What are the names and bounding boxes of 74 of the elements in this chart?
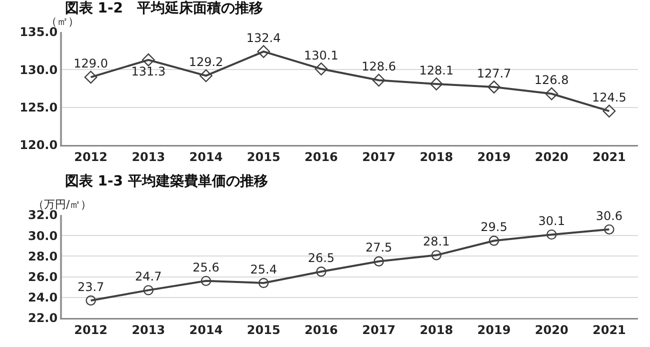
data-label: 127.7 xyxy=(476,66,512,80)
y-tick-label: 125.0 xyxy=(20,100,58,115)
x-tick-label: 2013 xyxy=(132,322,166,337)
point xyxy=(431,250,442,260)
x-tick-label: 2014 xyxy=(189,150,223,164)
x-tick-label: 2021 xyxy=(592,150,626,164)
point xyxy=(488,80,500,94)
data-label: 129.0 xyxy=(74,56,108,71)
x-tick-label: 2012 xyxy=(74,322,108,337)
point xyxy=(257,45,270,58)
y-tick-label: 30.0 xyxy=(28,228,58,243)
point xyxy=(84,70,98,84)
data-label: 28.1 xyxy=(423,234,450,249)
y-tick-label: 120.0 xyxy=(20,138,58,152)
x-tick-label: 2012 xyxy=(74,150,108,164)
x-tick-label: 2019 xyxy=(477,150,511,164)
data-label: 26.5 xyxy=(308,251,335,266)
x-tick-label: 2015 xyxy=(246,150,280,164)
data-label: 25.4 xyxy=(250,262,277,276)
y-axis-title: （㎡） xyxy=(46,15,79,28)
chart-title: 図表 1-3 平均建築費単価の推移 xyxy=(64,173,268,190)
point xyxy=(86,295,96,306)
data-label: 24.7 xyxy=(135,270,162,284)
data-label: 23.7 xyxy=(77,280,104,294)
x-tick-label: 2021 xyxy=(592,322,626,337)
x-tick-label: 2016 xyxy=(304,150,338,164)
data-label: 29.5 xyxy=(480,220,508,234)
x-tick-label: 2020 xyxy=(534,150,568,164)
x-tick-label: 2018 xyxy=(420,322,454,337)
point xyxy=(488,236,500,246)
x-tick-label: 2016 xyxy=(304,322,338,337)
data-label: 131.3 xyxy=(131,64,166,78)
x-tick-label: 2013 xyxy=(132,150,166,164)
point xyxy=(314,62,328,76)
point xyxy=(258,278,269,288)
point xyxy=(316,266,326,277)
x-tick-label: 2020 xyxy=(534,322,568,337)
y-axis-title: （万円/㎡） xyxy=(33,198,92,211)
y-tick-label: 32.0 xyxy=(28,208,58,222)
point xyxy=(142,53,155,66)
point xyxy=(604,224,614,235)
point xyxy=(545,87,558,100)
y-tick-label: 22.0 xyxy=(28,311,58,326)
y-tick-label: 28.0 xyxy=(28,249,58,264)
data-label: 126.8 xyxy=(534,73,569,88)
y-tick-label: 26.0 xyxy=(28,270,58,284)
x-tick-label: 2018 xyxy=(420,150,454,164)
point xyxy=(430,78,443,90)
point xyxy=(200,276,212,286)
y-tick-label: 24.0 xyxy=(28,290,58,305)
point xyxy=(602,104,616,118)
chart-title: 図表 1-2 平均延床面積の推移 xyxy=(64,0,264,16)
y-tick-label: 135.0 xyxy=(20,25,58,40)
data-label: 130.1 xyxy=(304,48,338,62)
x-tick-label: 2017 xyxy=(362,322,396,337)
point xyxy=(546,229,557,240)
data-label: 25.6 xyxy=(192,260,220,274)
x-tick-label: 2017 xyxy=(362,150,396,164)
point xyxy=(372,74,386,87)
point xyxy=(200,69,212,82)
data-label: 132.4 xyxy=(246,30,281,45)
data-label: 124.5 xyxy=(592,90,626,104)
y-tick-label: 130.0 xyxy=(20,62,58,77)
point xyxy=(374,256,384,266)
data-label: 30.1 xyxy=(538,214,565,228)
point xyxy=(143,285,154,296)
data-label: 30.6 xyxy=(596,208,623,223)
x-tick-label: 2014 xyxy=(189,322,223,337)
data-label: 27.5 xyxy=(365,240,392,255)
data-label: 129.2 xyxy=(188,55,224,70)
data-label: 128.6 xyxy=(362,60,396,74)
x-tick-label: 2019 xyxy=(477,322,511,337)
x-tick-label: 2015 xyxy=(246,322,280,337)
data-label: 128.1 xyxy=(419,63,454,78)
